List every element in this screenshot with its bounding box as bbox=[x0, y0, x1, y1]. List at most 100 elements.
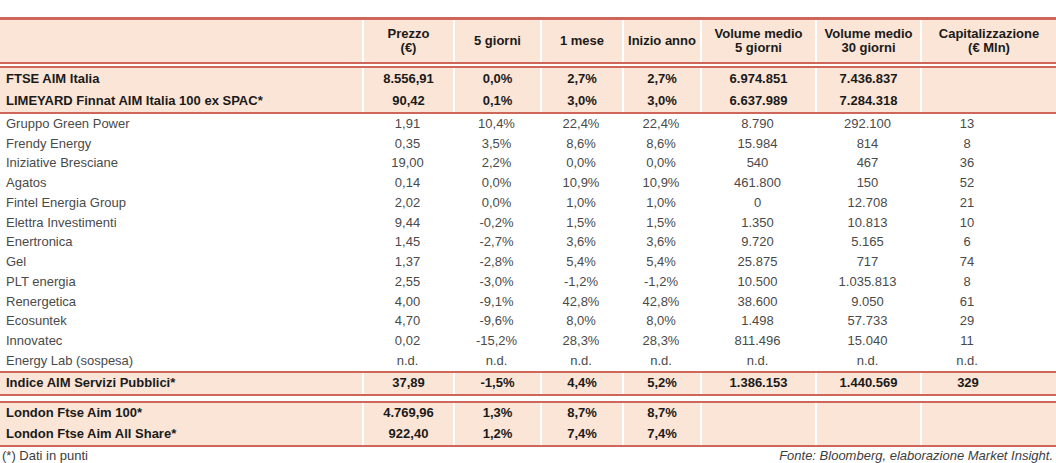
cell-vol5 bbox=[700, 403, 815, 424]
cell-cap: 74 bbox=[920, 252, 1056, 272]
cell-cap bbox=[920, 68, 1056, 90]
cell-cap bbox=[920, 90, 1056, 112]
cell-prezzo: 19,00 bbox=[362, 154, 453, 174]
cell-ytd: 3,0% bbox=[622, 90, 700, 112]
cell-vol5: 461.800 bbox=[700, 173, 815, 193]
cell-vol30: 467 bbox=[815, 154, 920, 174]
cell-cap: 11 bbox=[920, 331, 1056, 351]
table-footer: (*) Dati in punti Fonte: Bloomberg, elab… bbox=[0, 447, 1056, 463]
cell-ytd: -1,2% bbox=[622, 272, 700, 292]
cell-prezzo: 0,35 bbox=[362, 134, 453, 154]
column-header-vol5: Volume medio5 giorni bbox=[700, 20, 815, 62]
cell-d5: 0,0% bbox=[453, 68, 540, 90]
cell-m1: 1,0% bbox=[540, 193, 622, 213]
row-name: Iniziative Bresciane bbox=[0, 154, 362, 174]
cell-vol30 bbox=[815, 424, 920, 445]
cell-d5: 1,2% bbox=[453, 424, 540, 445]
cell-m1: 8,6% bbox=[540, 134, 622, 154]
row-name: FTSE AIM Italia bbox=[0, 68, 362, 90]
cell-ytd: 42,8% bbox=[622, 292, 700, 312]
companies-section: Gruppo Green Power1,9110,4%22,4%22,4%8.7… bbox=[0, 114, 1056, 371]
cell-m1: 7,4% bbox=[540, 424, 622, 445]
table-row-companies-8: PLT energia2,55-3,0%-1,2%-1,2%10.5001.03… bbox=[0, 272, 1056, 292]
table-row-companies-1: Frendy Energy0,353,5%8,6%8,6%15.9848148 bbox=[0, 134, 1056, 154]
cell-ytd: 22,4% bbox=[622, 114, 700, 134]
cell-d5: 0,0% bbox=[453, 193, 540, 213]
cell-ytd: 8,6% bbox=[622, 134, 700, 154]
cell-vol5: 811.496 bbox=[700, 331, 815, 351]
cell-vol30: 1.440.569 bbox=[815, 373, 920, 394]
column-header-ytd: Inizio anno bbox=[622, 20, 700, 62]
table-row-index_rows-0: FTSE AIM Italia8.556,910,0%2,7%2,7%6.974… bbox=[0, 68, 1056, 90]
cell-vol5: 15.984 bbox=[700, 134, 815, 154]
cell-prezzo: 0,02 bbox=[362, 331, 453, 351]
cell-d5: -1,5% bbox=[453, 373, 540, 394]
cell-d5: n.d. bbox=[453, 351, 540, 371]
cell-vol5: 1.386.153 bbox=[700, 373, 815, 394]
table-row-companies-10: Ecosuntek4,70-9,6%8,0%8,0%1.49857.73329 bbox=[0, 312, 1056, 332]
column-header-line: (€ Mln) bbox=[922, 41, 1056, 55]
cell-cap: 8 bbox=[920, 272, 1056, 292]
cell-m1: -1,2% bbox=[540, 272, 622, 292]
cell-vol30: 1.035.813 bbox=[815, 272, 920, 292]
cell-vol30 bbox=[815, 403, 920, 424]
cell-vol30: n.d. bbox=[815, 351, 920, 371]
cell-cap: 21 bbox=[920, 193, 1056, 213]
cell-m1: 4,4% bbox=[540, 373, 622, 394]
cell-ytd: n.d. bbox=[622, 351, 700, 371]
cell-vol5: 9.720 bbox=[700, 233, 815, 253]
cell-m1: 8,0% bbox=[540, 312, 622, 332]
cell-d5: -2,7% bbox=[453, 233, 540, 253]
cell-vol5: 38.600 bbox=[700, 292, 815, 312]
cell-d5: 0,0% bbox=[453, 173, 540, 193]
cell-prezzo: 1,45 bbox=[362, 233, 453, 253]
cell-vol30: 7.284.318 bbox=[815, 90, 920, 112]
column-header-line: 1 mese bbox=[542, 34, 622, 48]
cell-cap: 13 bbox=[920, 114, 1056, 134]
column-header-cap: Capitalizzazione(€ Mln) bbox=[920, 20, 1056, 62]
table-row-companies-7: Gel1,37-2,8%5,4%5,4%25.87571774 bbox=[0, 252, 1056, 272]
cell-d5: 0,1% bbox=[453, 90, 540, 112]
cell-prezzo: n.d. bbox=[362, 351, 453, 371]
cell-m1: 3,6% bbox=[540, 233, 622, 253]
cell-cap: 61 bbox=[920, 292, 1056, 312]
footnote-dati-in-punti: (*) Dati in punti bbox=[2, 448, 88, 463]
cell-m1: 1,5% bbox=[540, 213, 622, 233]
cell-prezzo: 4,00 bbox=[362, 292, 453, 312]
cell-d5: 10,4% bbox=[453, 114, 540, 134]
cell-prezzo: 9,44 bbox=[362, 213, 453, 233]
cell-prezzo: 8.556,91 bbox=[362, 68, 453, 90]
cell-cap: 52 bbox=[920, 173, 1056, 193]
column-header-line: (€) bbox=[364, 41, 453, 55]
cell-vol5: 1.350 bbox=[700, 213, 815, 233]
cell-m1: 5,4% bbox=[540, 252, 622, 272]
cell-ytd: 2,7% bbox=[622, 68, 700, 90]
cell-vol30: 717 bbox=[815, 252, 920, 272]
cell-cap: 29 bbox=[920, 312, 1056, 332]
row-name: Renergetica bbox=[0, 292, 362, 312]
cell-ytd: 1,5% bbox=[622, 213, 700, 233]
cell-m1: 8,7% bbox=[540, 403, 622, 424]
cell-prezzo: 90,42 bbox=[362, 90, 453, 112]
cell-prezzo: 37,89 bbox=[362, 373, 453, 394]
cell-m1: n.d. bbox=[540, 351, 622, 371]
table-row-index_rows-1: LIMEYARD Finnat AIM Italia 100 ex SPAC*9… bbox=[0, 90, 1056, 112]
cell-cap: n.d. bbox=[920, 351, 1056, 371]
column-header-m1: 1 mese bbox=[540, 20, 622, 62]
cell-cap: 10 bbox=[920, 213, 1056, 233]
column-header-line: 30 giorni bbox=[817, 41, 920, 55]
cell-vol30: 292.100 bbox=[815, 114, 920, 134]
column-header-line: 5 giorni bbox=[702, 41, 815, 55]
row-name: Gruppo Green Power bbox=[0, 114, 362, 134]
cell-cap: 329 bbox=[920, 373, 1056, 394]
table-row-london_rows-1: London Ftse Aim All Share*922,401,2%7,4%… bbox=[0, 424, 1056, 445]
cell-m1: 22,4% bbox=[540, 114, 622, 134]
cell-vol5: 540 bbox=[700, 154, 815, 174]
cell-vol30: 814 bbox=[815, 134, 920, 154]
cell-vol5: 6.637.989 bbox=[700, 90, 815, 112]
cell-vol30: 12.708 bbox=[815, 193, 920, 213]
cell-cap bbox=[920, 424, 1056, 445]
cell-cap: 8 bbox=[920, 134, 1056, 154]
cell-vol30: 57.733 bbox=[815, 312, 920, 332]
cell-d5: -2,8% bbox=[453, 252, 540, 272]
